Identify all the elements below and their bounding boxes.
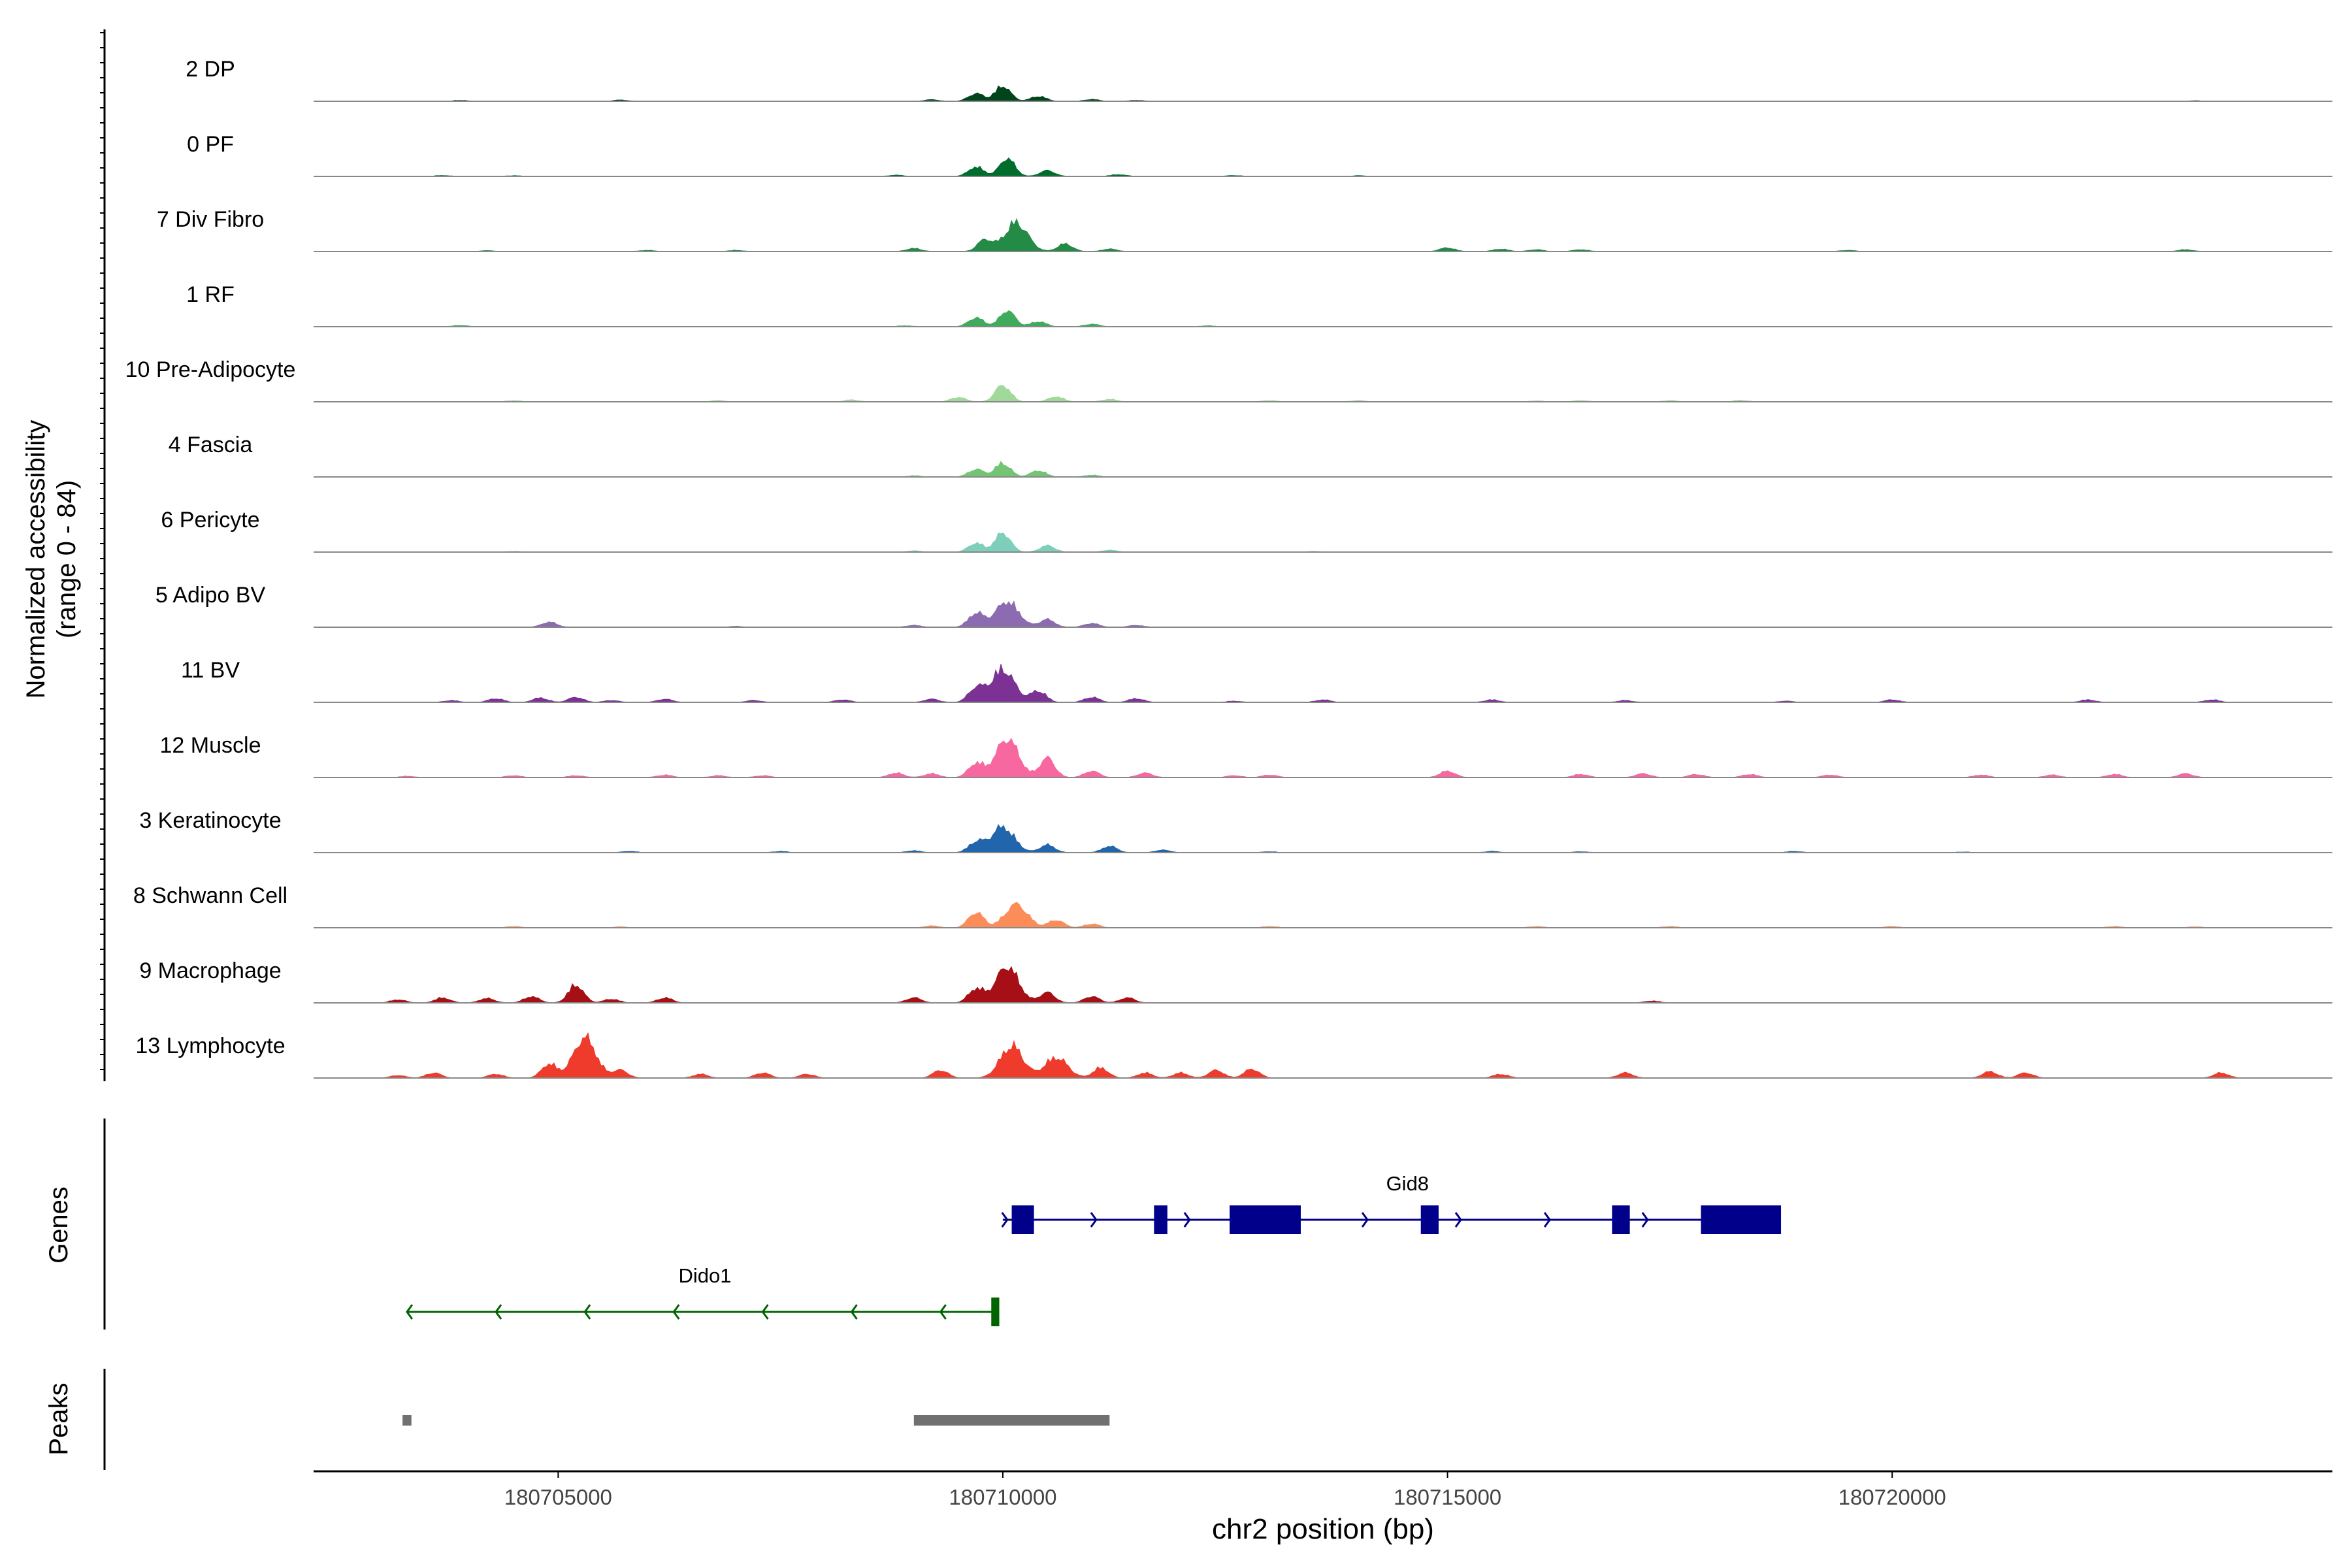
track-label: 10 Pre-Adipocyte (125, 357, 296, 382)
gene-exon (1612, 1205, 1630, 1234)
gene-exon (1011, 1205, 1034, 1234)
gene-exon (1230, 1205, 1301, 1234)
gene-dido1: Dido1 (406, 1264, 1000, 1326)
track-label: 2 DP (186, 57, 235, 82)
track-label: 13 Lymphocyte (135, 1034, 285, 1058)
gene-exon (1420, 1205, 1439, 1234)
track-area (314, 218, 2332, 252)
coverage-y-ticks (100, 32, 105, 1070)
gene-label: Gid8 (1386, 1172, 1429, 1195)
track: 2 DP (186, 57, 2332, 102)
track-label: 9 Macrophage (139, 958, 281, 983)
peak-regions (402, 1415, 1110, 1426)
genes-panel: Genes Gid8 Dido1 (44, 1119, 1782, 1330)
gene-exon (1154, 1205, 1168, 1234)
track: 12 Muscle (160, 733, 2332, 778)
track-label: 0 PF (187, 132, 234, 157)
strand-arrow (406, 1304, 414, 1320)
gene-models: Gid8 Dido1 (406, 1172, 1782, 1326)
strand-arrow (1183, 1212, 1191, 1228)
strand-arrow (495, 1304, 502, 1320)
track-label: 1 RF (186, 282, 235, 307)
track-label: 7 Div Fibro (157, 207, 264, 232)
strand-arrow (672, 1304, 680, 1320)
strand-arrow (1543, 1212, 1551, 1228)
track-label: 11 BV (181, 658, 240, 683)
x-tick-label: 180720000 (1838, 1485, 1946, 1509)
gene-gid8: Gid8 (1001, 1172, 1782, 1234)
track: 5 Adipo BV (155, 583, 2332, 628)
track: 8 Schwann Cell (133, 883, 2332, 928)
track: 4 Fascia (169, 433, 2332, 478)
genes-panel-label: Genes (44, 1186, 73, 1264)
x-tick-label: 180705000 (504, 1485, 612, 1509)
y-axis-title: Normalized accessibility (range 0 - 84) (22, 420, 81, 699)
gene-exon (991, 1298, 1000, 1326)
track: 3 Keratinocyte (139, 808, 2332, 853)
strand-arrow (1361, 1212, 1369, 1228)
coverage-tracks: 2 DP 0 PF 7 Div Fibro 1 RF 10 Pre-Adipocyte 4… (125, 57, 2332, 1079)
track-label: 12 Muscle (160, 733, 261, 758)
track-label: 6 Pericyte (161, 508, 259, 532)
track: 6 Pericyte (161, 508, 2332, 553)
x-axis-ticks: 180705000 180710000 180715000 180720000 (504, 1471, 1946, 1509)
track-area (314, 738, 2332, 778)
strand-arrow (761, 1304, 769, 1320)
track-area (314, 663, 2332, 703)
track: 1 RF (186, 282, 2332, 327)
track: 9 Macrophage (139, 958, 2332, 1004)
y-axis-title-line1: Normalized accessibility (22, 420, 50, 699)
track: 10 Pre-Adipocyte (125, 357, 2332, 402)
peak-region (402, 1415, 412, 1426)
track-label: 4 Fascia (169, 433, 253, 457)
track: 11 BV (181, 658, 2332, 703)
strand-arrow (1001, 1212, 1009, 1228)
y-axis-title-line2: (range 0 - 84) (52, 480, 81, 638)
peaks-panel: Peaks (44, 1369, 1110, 1470)
strand-arrow (583, 1304, 591, 1320)
track-area (314, 902, 2332, 928)
track-area (314, 532, 2332, 553)
track-area (314, 600, 2332, 628)
track: 0 PF (187, 132, 2332, 177)
gene-label: Dido1 (678, 1264, 731, 1287)
x-tick-label: 180710000 (949, 1485, 1056, 1509)
strand-arrow (1641, 1212, 1649, 1228)
track-label: 3 Keratinocyte (139, 808, 281, 833)
track-area (314, 157, 2332, 177)
x-tick-label: 180715000 (1394, 1485, 1501, 1509)
track-label: 8 Schwann Cell (133, 883, 287, 908)
track-area (314, 310, 2332, 327)
strand-arrow (850, 1304, 858, 1320)
track: 7 Div Fibro (157, 207, 2332, 252)
strand-arrow (1454, 1212, 1462, 1228)
strand-arrow (939, 1304, 947, 1320)
track-area (314, 461, 2332, 478)
strand-arrow (1090, 1212, 1098, 1228)
track-area (314, 385, 2332, 402)
x-axis-title: chr2 position (bp) (1212, 1513, 1434, 1545)
track-area (314, 966, 2332, 1004)
track-area (314, 824, 2332, 853)
peaks-panel-label: Peaks (44, 1382, 73, 1455)
track-area (314, 1032, 2332, 1079)
track-label: 5 Adipo BV (155, 583, 266, 608)
track-area (314, 85, 2332, 102)
track: 13 Lymphocyte (135, 1032, 2332, 1079)
gene-exon (1701, 1205, 1782, 1234)
peak-region (913, 1415, 1110, 1426)
